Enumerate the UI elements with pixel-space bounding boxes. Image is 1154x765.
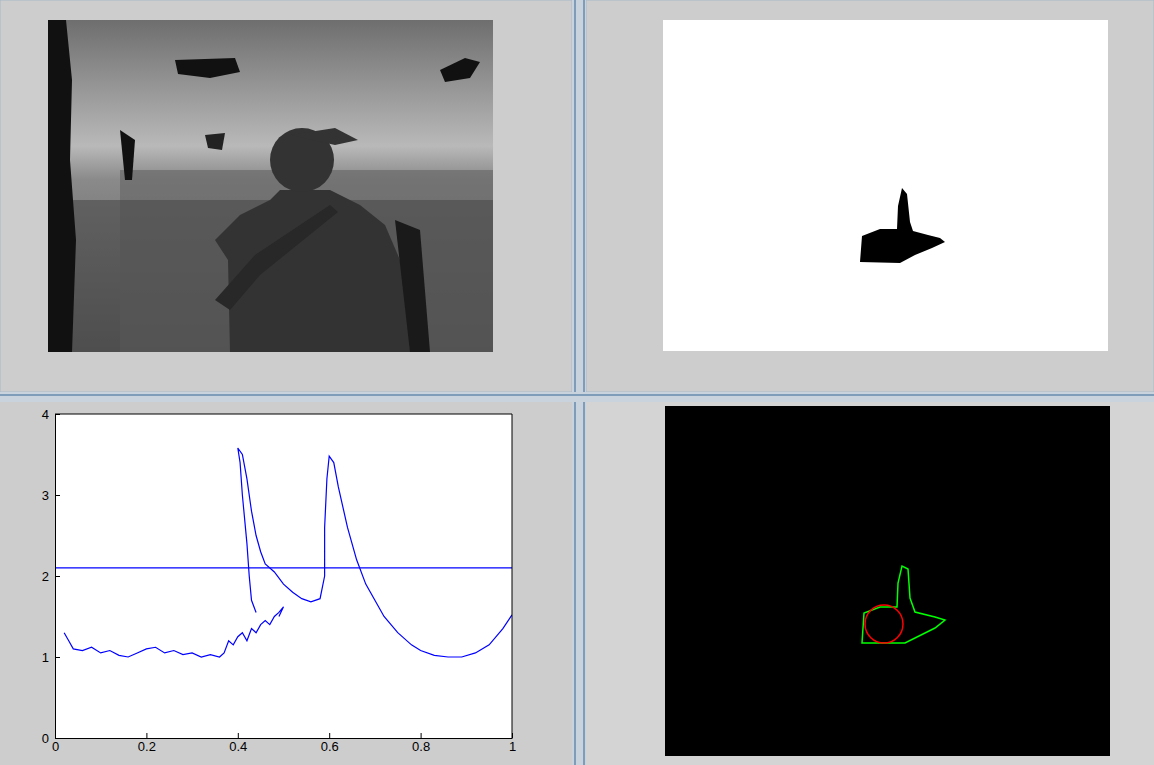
depth-hole xyxy=(175,58,240,78)
screenshot: 0 0.2 0.4 0.6 0.8 1 0 1 2 3 4 xyxy=(0,0,1154,765)
person-arm xyxy=(215,205,338,310)
tick-mark xyxy=(329,733,330,738)
tick-mark xyxy=(55,657,60,658)
window-border xyxy=(574,0,576,765)
background xyxy=(0,0,1154,765)
window-border xyxy=(583,0,585,765)
plot-frame xyxy=(512,414,513,738)
series-line xyxy=(55,567,512,568)
window-frame xyxy=(0,0,572,392)
tick-label: 2 xyxy=(42,569,49,584)
tick: 2 xyxy=(42,569,60,584)
tick: 1 xyxy=(42,650,60,665)
hand-contour xyxy=(862,566,945,643)
series-line xyxy=(64,448,512,657)
plot-frame xyxy=(55,414,512,415)
depth-hole xyxy=(205,133,225,150)
depth-hole xyxy=(440,58,480,82)
tick-mark xyxy=(512,733,513,738)
tick-label: 0.8 xyxy=(412,739,430,754)
window-border xyxy=(0,394,1154,396)
plot-marks xyxy=(55,448,512,657)
depth-shadow xyxy=(395,220,430,352)
tick-label: 1 xyxy=(509,739,516,754)
depth-background xyxy=(48,20,493,352)
tick-label: 0 xyxy=(42,731,49,746)
depth-shadow xyxy=(48,20,76,352)
tick-mark xyxy=(421,733,422,738)
mask-image xyxy=(663,20,1108,351)
window-separator xyxy=(572,0,586,765)
tick-label: 3 xyxy=(42,488,49,503)
tick-label: 0.2 xyxy=(138,739,156,754)
depth-shadow xyxy=(120,130,135,180)
tick-label: 0.6 xyxy=(321,739,339,754)
y-axis: 0 1 2 3 4 xyxy=(42,407,60,746)
tick: 0.8 xyxy=(412,733,430,754)
tick-mark xyxy=(55,738,60,739)
tick: 1 xyxy=(509,733,516,754)
plot-area xyxy=(55,414,512,738)
window-separator xyxy=(0,392,1154,402)
tick-mark xyxy=(55,495,60,496)
tick-label: 0 xyxy=(52,739,59,754)
tick: 0 xyxy=(42,731,60,746)
person-body xyxy=(215,190,420,352)
hand-mask xyxy=(860,188,945,263)
tick-label: 4 xyxy=(42,407,49,422)
figure-background xyxy=(0,402,572,765)
tick-mark xyxy=(55,414,60,415)
tick-label: 1 xyxy=(42,650,49,665)
tick: 0.4 xyxy=(229,733,247,754)
depth-image xyxy=(48,20,493,352)
tick: 4 xyxy=(42,407,60,422)
x-axis: 0 0.2 0.4 0.6 0.8 1 xyxy=(52,733,516,754)
tick-mark xyxy=(238,733,239,738)
person-cap xyxy=(290,128,358,145)
tick: 3 xyxy=(42,488,60,503)
tick-mark xyxy=(146,733,147,738)
palm-circle xyxy=(865,605,903,643)
tick-mark xyxy=(55,576,60,577)
tick: 0.2 xyxy=(138,733,156,754)
contour-image xyxy=(665,406,1110,756)
axis-line xyxy=(56,738,513,739)
window-frame xyxy=(586,0,1154,392)
tick-label: 0.4 xyxy=(229,739,247,754)
tick: 0.6 xyxy=(321,733,339,754)
